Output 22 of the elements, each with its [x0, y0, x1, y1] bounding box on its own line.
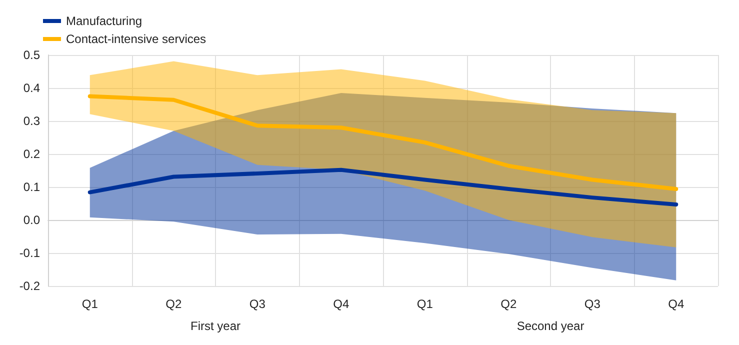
text: Second year	[516, 319, 584, 333]
x-tick-label: Q3	[584, 297, 601, 311]
line-series	[88, 94, 678, 191]
x-tick-label: Q2	[166, 297, 182, 311]
y-tick-label: 0.3	[23, 114, 40, 128]
x-tick-label: Q4	[333, 297, 350, 311]
y-tick-label: 0.0	[23, 213, 40, 227]
line-series	[88, 168, 678, 206]
x-tick-label: Q1	[416, 297, 434, 311]
text: First year	[190, 319, 241, 333]
x-tick-label: Q4	[668, 297, 684, 311]
x-tick-label: Q3	[249, 297, 266, 311]
legend-label: Manufacturing	[66, 14, 142, 28]
legend-label: Contact-intensive services	[66, 32, 206, 46]
y-tick-label: 0.2	[23, 147, 40, 161]
y-tick-label: 0.4	[23, 81, 40, 95]
y-tick-label: -0.2	[19, 279, 40, 293]
y-tick-label: -0.1	[19, 246, 40, 260]
x-tick-label: Q2	[500, 297, 517, 311]
y-tick-label: 0.1	[23, 180, 40, 194]
y-tick-label: 0.5	[23, 48, 40, 62]
x-tick-label: Q1	[82, 297, 98, 311]
